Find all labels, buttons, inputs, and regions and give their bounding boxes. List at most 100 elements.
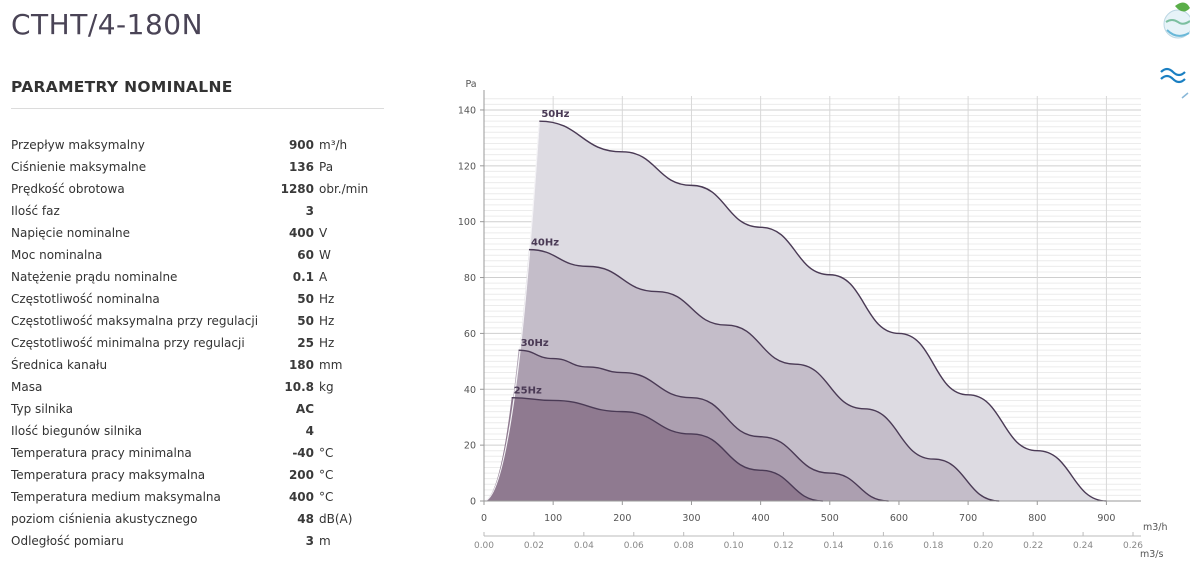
param-unit: Pa bbox=[319, 160, 334, 174]
x2-tick-label: 0.10 bbox=[724, 541, 744, 551]
param-row: Ilość biegunów silnika 4 bbox=[11, 420, 391, 442]
param-unit: °C bbox=[319, 468, 334, 482]
param-label: poziom ciśnienia akustycznego bbox=[11, 512, 198, 526]
param-label: Natężenie prądu nominalne bbox=[11, 270, 178, 284]
param-label: Częstotliwość maksymalna przy regulacji bbox=[11, 314, 259, 328]
y-tick-label: 20 bbox=[464, 441, 476, 452]
globe-leaf-icon bbox=[1163, 2, 1190, 39]
x2-tick-label: 0.06 bbox=[624, 541, 644, 551]
param-unit: Hz bbox=[319, 292, 335, 306]
y-tick-label: 140 bbox=[458, 105, 476, 116]
param-unit: kg bbox=[319, 380, 334, 394]
param-value: 48 bbox=[297, 512, 314, 526]
param-row: Częstotliwość nominalna 50 Hz bbox=[11, 288, 391, 310]
air-flow-icon bbox=[1160, 67, 1189, 99]
x-tick-label: 400 bbox=[752, 513, 770, 524]
x2-axis-label: m3/s bbox=[1140, 549, 1163, 560]
param-value: 4 bbox=[305, 424, 314, 438]
x-tick-label: 100 bbox=[544, 513, 562, 524]
series-curve bbox=[539, 120, 1107, 502]
param-row: Temperatura pracy minimalna -40 °C bbox=[11, 442, 391, 464]
x2-tick-label: 0.12 bbox=[774, 541, 794, 551]
x2-tick-label: 0.20 bbox=[973, 541, 993, 551]
section-title: PARAMETRY NOMINALNE bbox=[11, 78, 233, 96]
x-tick-label: 300 bbox=[682, 513, 700, 524]
param-value: 50 bbox=[297, 314, 314, 328]
param-label: Prędkość obrotowa bbox=[11, 182, 125, 196]
y-tick-label: 100 bbox=[458, 217, 476, 228]
series-curve bbox=[518, 349, 889, 502]
x-tick-label: 900 bbox=[1097, 513, 1115, 524]
param-label: Temperatura medium maksymalna bbox=[11, 490, 221, 504]
param-unit: dB(A) bbox=[319, 512, 353, 526]
y-tick-label: 0 bbox=[470, 497, 476, 508]
param-value: 10.8 bbox=[284, 380, 314, 394]
param-label: Ilość biegunów silnika bbox=[11, 424, 142, 438]
param-unit: obr./min bbox=[319, 182, 369, 196]
series-label: 50Hz bbox=[541, 109, 569, 120]
x-tick-label: 0 bbox=[481, 513, 487, 524]
param-row: Moc nominalna 60 W bbox=[11, 244, 391, 266]
param-row: Częstotliwość minimalna przy regulacji 25… bbox=[11, 332, 391, 354]
param-row: Natężenie prądu nominalne 0.1 A bbox=[11, 266, 391, 288]
param-label: Częstotliwość nominalna bbox=[11, 292, 160, 306]
x2-tick-label: 0.22 bbox=[1023, 541, 1043, 551]
y-tick-label: 40 bbox=[464, 385, 476, 396]
param-value: 1280 bbox=[280, 182, 314, 196]
param-unit: Hz bbox=[319, 336, 335, 350]
param-unit: V bbox=[319, 226, 328, 240]
series-label: 30Hz bbox=[521, 338, 549, 349]
y-tick-label: 60 bbox=[464, 329, 476, 340]
param-label: Typ silnika bbox=[11, 402, 73, 416]
param-value: -40 bbox=[292, 446, 314, 460]
param-row: Częstotliwość maksymalna przy regulacji 5… bbox=[11, 310, 391, 332]
series-label: 25Hz bbox=[514, 386, 542, 397]
x-axis-label: m3/h bbox=[1143, 522, 1168, 533]
boundary-line bbox=[483, 121, 540, 502]
param-row: Ciśnienie maksymalne 136 Pa bbox=[11, 156, 391, 178]
param-row: Temperatura pracy maksymalna 200 °C bbox=[11, 464, 391, 486]
x2-tick-label: 0.14 bbox=[823, 541, 843, 551]
param-value: 3 bbox=[305, 204, 314, 218]
param-value: 60 bbox=[297, 248, 314, 262]
series-label: 40Hz bbox=[531, 238, 559, 249]
param-value: 50 bbox=[297, 292, 314, 306]
param-row: Masa 10.8 kg bbox=[11, 376, 391, 398]
param-label: Ilość faz bbox=[11, 204, 60, 218]
param-row: poziom ciśnienia akustycznego 48 dB(A) bbox=[11, 508, 391, 530]
param-row: Prędkość obrotowa 1280 obr./min bbox=[11, 178, 391, 200]
param-label: Temperatura pracy minimalna bbox=[11, 446, 192, 460]
parameters-table: Przepływ maksymalny 900 m³/h Ciśnienie maks… bbox=[11, 134, 391, 552]
param-unit: m bbox=[319, 534, 331, 548]
param-unit: °C bbox=[319, 446, 334, 460]
eco-globe-icon bbox=[1160, 2, 1190, 99]
y-axis-label: Pa bbox=[465, 79, 476, 90]
param-value: 3 bbox=[305, 534, 314, 548]
param-value: 400 bbox=[288, 226, 314, 240]
param-value: 136 bbox=[288, 160, 314, 174]
x2-tick-label: 0.02 bbox=[524, 541, 544, 551]
product-title: CTHT/4-180N bbox=[11, 8, 204, 41]
y-tick-label: 80 bbox=[464, 273, 476, 284]
x2-tick-label: 0.26 bbox=[1123, 541, 1143, 551]
section-divider bbox=[11, 108, 384, 109]
series-curve bbox=[528, 248, 1000, 502]
param-row: Ilość faz 3 bbox=[11, 200, 391, 222]
x2-tick-label: 0.16 bbox=[873, 541, 893, 551]
param-unit: Hz bbox=[319, 314, 335, 328]
x-tick-label: 800 bbox=[1028, 513, 1046, 524]
x2-tick-label: 0.24 bbox=[1073, 541, 1093, 551]
param-unit: W bbox=[319, 248, 331, 262]
param-row: Napięcie nominalne 400 V bbox=[11, 222, 391, 244]
x2-tick-label: 0.04 bbox=[574, 541, 594, 551]
param-value: 400 bbox=[288, 490, 314, 504]
performance-chart: 50Hz 40Hz 30Hz 25Hz 0 20 40 60 80 100 120 140 Pa 0 100… bbox=[458, 79, 1168, 560]
param-unit: mm bbox=[319, 358, 343, 372]
param-unit: °C bbox=[319, 490, 334, 504]
x-tick-label: 500 bbox=[821, 513, 839, 524]
param-row: Średnica kanału 180 mm bbox=[11, 354, 391, 376]
param-value: 0.1 bbox=[292, 270, 314, 284]
param-label: Napięcie nominalne bbox=[11, 226, 131, 240]
series-area bbox=[484, 397, 823, 501]
x-tick-label: 700 bbox=[959, 513, 977, 524]
